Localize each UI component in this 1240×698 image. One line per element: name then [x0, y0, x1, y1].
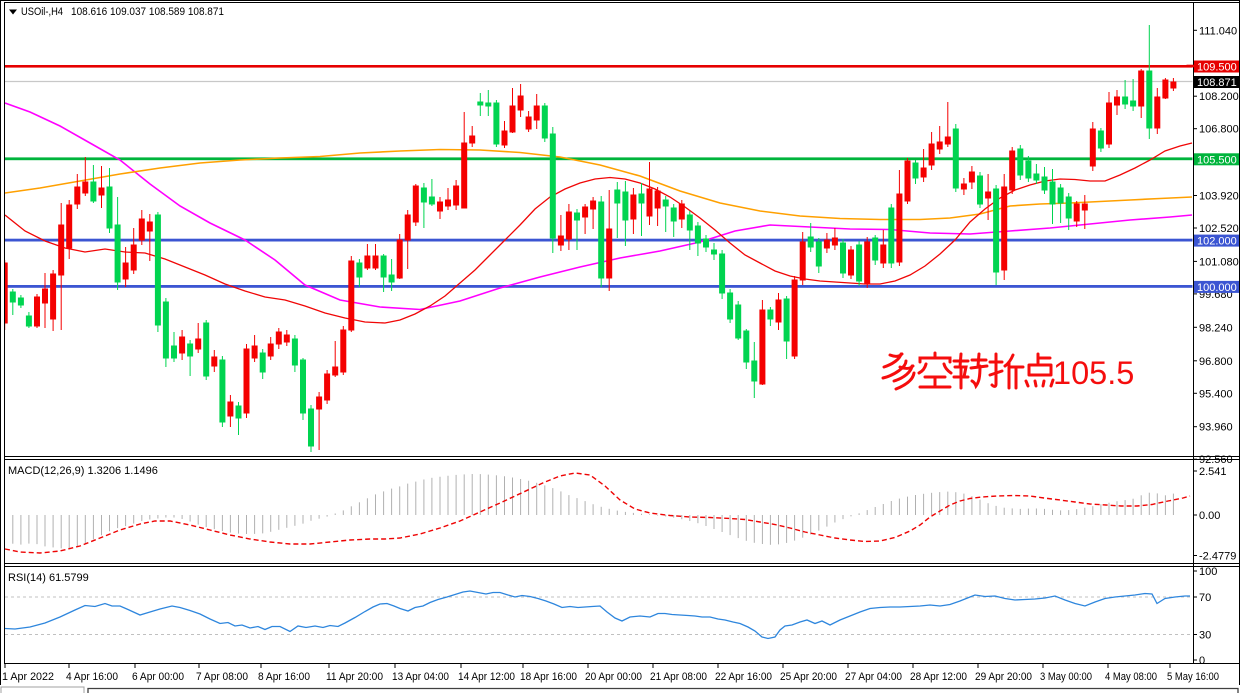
svg-text:MACD(12,26,9) 1.3206 1.1496: MACD(12,26,9) 1.3206 1.1496 [8, 465, 158, 477]
svg-text:4 Apr 16:00: 4 Apr 16:00 [66, 671, 118, 683]
svg-text:102.520: 102.520 [1199, 223, 1239, 235]
svg-text:96.800: 96.800 [1199, 356, 1233, 368]
svg-text:8 Apr 16:00: 8 Apr 16:00 [258, 671, 310, 683]
svg-text:98.240: 98.240 [1199, 322, 1233, 334]
svg-text:3 May 00:00: 3 May 00:00 [1040, 671, 1092, 683]
svg-text:101.080: 101.080 [1199, 256, 1239, 268]
svg-text:100: 100 [1199, 566, 1217, 578]
svg-text:20 Apr 00:00: 20 Apr 00:00 [585, 671, 642, 683]
svg-text:29 Apr 20:00: 29 Apr 20:00 [975, 671, 1032, 683]
svg-text:1 Apr 2022: 1 Apr 2022 [2, 671, 54, 683]
svg-text:28 Apr 12:00: 28 Apr 12:00 [910, 671, 967, 683]
svg-text:106.800: 106.800 [1199, 124, 1239, 136]
svg-text:0.00: 0.00 [1199, 510, 1220, 522]
svg-text:RSI(14) 61.5799: RSI(14) 61.5799 [8, 572, 89, 584]
svg-text:18 Apr 16:00: 18 Apr 16:00 [520, 671, 577, 683]
svg-text:108.871: 108.871 [1197, 77, 1237, 89]
svg-text:100.000: 100.000 [1197, 282, 1237, 294]
svg-text:2.541: 2.541 [1199, 466, 1227, 478]
svg-text:6 Apr 00:00: 6 Apr 00:00 [132, 671, 184, 683]
svg-text:105.5: 105.5 [1053, 355, 1134, 391]
svg-text:4 May 08:00: 4 May 08:00 [1105, 671, 1157, 683]
svg-text:-2.4779: -2.4779 [1199, 551, 1236, 563]
svg-text:95.400: 95.400 [1199, 388, 1233, 400]
svg-text:108.200: 108.200 [1199, 91, 1239, 103]
svg-text:111.040: 111.040 [1199, 25, 1237, 37]
svg-text:14 Apr 12:00: 14 Apr 12:00 [458, 671, 515, 683]
svg-text:103.920: 103.920 [1199, 191, 1239, 203]
svg-text:0: 0 [1199, 655, 1205, 667]
svg-text:21 Apr 08:00: 21 Apr 08:00 [650, 671, 707, 683]
svg-text:70: 70 [1199, 592, 1211, 604]
svg-text:22 Apr 16:00: 22 Apr 16:00 [715, 671, 772, 683]
svg-text:7 Apr 08:00: 7 Apr 08:00 [196, 671, 248, 683]
svg-text:27 Apr 04:00: 27 Apr 04:00 [845, 671, 902, 683]
svg-text:30: 30 [1199, 630, 1211, 642]
svg-text:105.500: 105.500 [1197, 154, 1237, 166]
svg-text:25 Apr 20:00: 25 Apr 20:00 [780, 671, 837, 683]
svg-text:93.960: 93.960 [1199, 422, 1233, 434]
svg-text:92.560: 92.560 [1199, 454, 1233, 466]
svg-text:5 May 16:00: 5 May 16:00 [1167, 671, 1219, 683]
svg-text:102.000: 102.000 [1197, 236, 1237, 248]
svg-text:USOil-,H4: USOil-,H4 [21, 6, 63, 18]
svg-text:11 Apr 20:00: 11 Apr 20:00 [326, 671, 383, 683]
svg-text:108.616 109.037 108.589 108.87: 108.616 109.037 108.589 108.871 [71, 6, 224, 18]
svg-text:13 Apr 04:00: 13 Apr 04:00 [392, 671, 449, 683]
svg-text:109.500: 109.500 [1197, 62, 1237, 74]
